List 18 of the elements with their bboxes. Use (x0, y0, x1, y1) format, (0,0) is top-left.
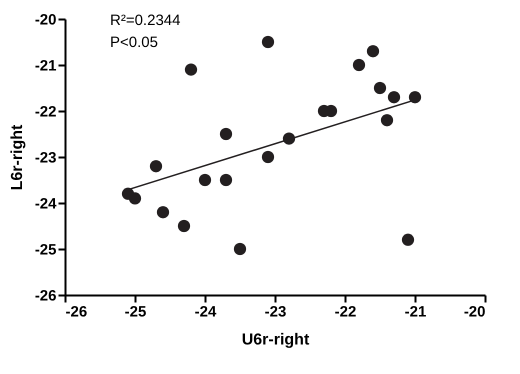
x-tick-label: -21 (404, 304, 426, 320)
y-tick-label: -21 (34, 58, 56, 74)
y-tick-label: -22 (34, 104, 56, 120)
x-tick-label: -26 (66, 304, 88, 320)
y-axis-title: L6r-right (8, 124, 26, 190)
x-tick-label: -25 (124, 304, 146, 320)
y-tick-label: -25 (34, 242, 56, 258)
y-tick-label: -24 (34, 196, 58, 212)
x-tick-label: -22 (334, 304, 356, 320)
annotation: R²=0.2344 (110, 12, 180, 29)
x-axis-title: U6r-right (242, 332, 310, 348)
y-tick-label: -20 (34, 12, 56, 28)
x-tick-label: -24 (194, 304, 217, 320)
x-tick-label: -23 (264, 304, 286, 320)
y-tick-label: -26 (34, 288, 56, 304)
annotation: P<0.05 (110, 34, 158, 51)
x-tick-label: -20 (464, 304, 486, 320)
y-tick-label: -23 (34, 150, 56, 166)
